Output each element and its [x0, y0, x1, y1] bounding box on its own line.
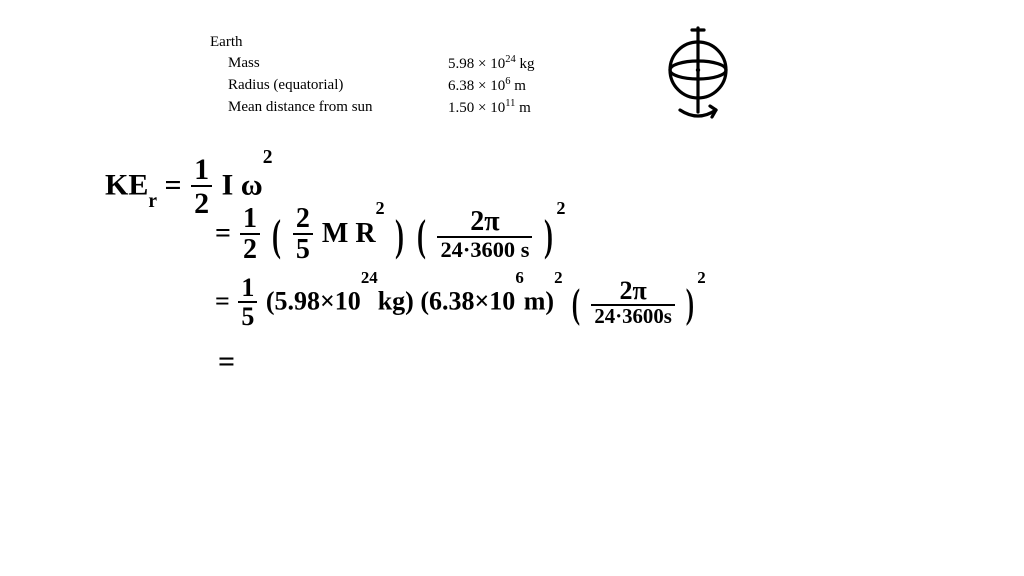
label-mass: Mass: [210, 53, 448, 75]
mr-sq: 2: [376, 198, 385, 218]
row-radius: Radius (equatorial) 6.38 × 106 m: [210, 75, 628, 97]
frac-half-2: 1 2: [240, 205, 260, 266]
equals-3: =: [215, 286, 236, 315]
value-radius: 6.38 × 106 m: [448, 75, 628, 97]
value-distance: 1.50 × 1011 m: [448, 97, 628, 119]
lparen-2b: (: [417, 209, 426, 261]
rparen-2a: ): [395, 209, 404, 261]
rparen-3b: ): [686, 279, 694, 327]
row-distance: Mean distance from sun 1.50 × 1011 m: [210, 97, 628, 119]
mass-open: (5.98×10: [266, 286, 361, 315]
equals-4: =: [218, 345, 235, 378]
label-radius: Radius (equatorial): [210, 75, 448, 97]
earth-data-block: Earth Mass 5.98 × 1024 kg Radius (equato…: [210, 32, 628, 119]
frac-two-fifths: 2 5: [293, 205, 313, 266]
row-mass: Mass 5.98 × 1024 kg: [210, 53, 628, 75]
rad-open: (6.38×10: [420, 286, 515, 315]
equals-2: =: [215, 218, 238, 249]
label-distance: Mean distance from sun: [210, 97, 448, 119]
mass-exp: 24: [361, 268, 378, 287]
frac-period-3: 2π 24·3600s: [591, 278, 674, 329]
eq-line-4: =: [218, 345, 235, 379]
frac-period: 2π 24·3600 s: [437, 208, 532, 263]
eq-line-3: = 1 5 (5.98×1024kg) (6.38×106m)2 ( 2π 24…: [215, 275, 706, 332]
earth-heading: Earth: [210, 32, 628, 53]
lparen-3b: (: [572, 279, 580, 327]
value-mass: 5.98 × 1024 kg: [448, 53, 628, 75]
i-omega: I ω: [222, 168, 263, 201]
rad-exp: 6: [515, 268, 523, 287]
mass-close: kg): [378, 286, 414, 315]
eq-line-2: = 1 2 ( 2 5 M R2 ) ( 2π 24·3600 s )2: [215, 205, 565, 266]
rad-outer-sq: 2: [554, 268, 562, 287]
rparen-2b: ): [544, 209, 553, 261]
ke-symbol: KE: [105, 168, 148, 201]
equals-1: =: [165, 168, 190, 201]
omega-sq: 2: [263, 147, 273, 168]
globe-sketch-icon: [640, 18, 760, 128]
ke-sub: r: [148, 191, 157, 212]
outer-sq-2: 2: [556, 198, 565, 218]
frac-one-fifth: 1 5: [238, 275, 257, 332]
lparen-2a: (: [272, 209, 281, 261]
frac-half-1: 1 2: [191, 155, 212, 220]
mr: M R: [322, 218, 376, 249]
outer-sq-3: 2: [697, 268, 705, 287]
rad-close: m): [524, 286, 554, 315]
